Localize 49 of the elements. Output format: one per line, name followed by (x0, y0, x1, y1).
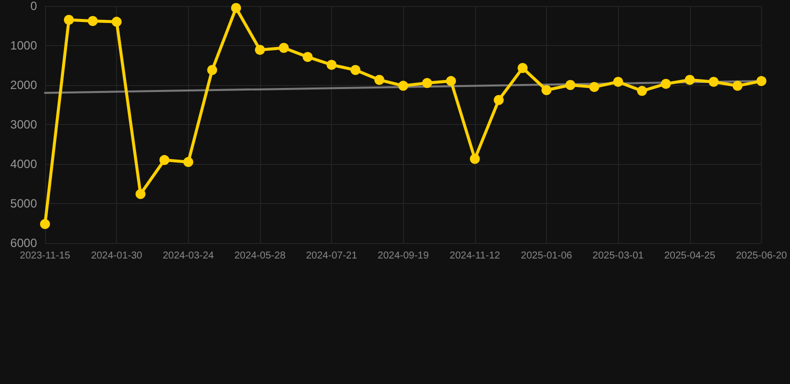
point (684, 74, 695, 85)
point (183, 157, 194, 168)
point (278, 42, 289, 53)
point (326, 60, 337, 70)
point (40, 219, 50, 230)
x-tick-label: 2024-07-21 (306, 250, 358, 262)
point (613, 76, 624, 87)
point (231, 2, 242, 13)
point (470, 154, 480, 164)
point (660, 78, 671, 89)
x-tick-label: 2025-06-20 (736, 250, 788, 262)
point (374, 74, 384, 85)
x-tick-label: 2025-01-06 (520, 250, 573, 262)
y-tick-label: 6000 (10, 236, 38, 250)
point (207, 64, 218, 75)
x-tick-label: 2024-05-28 (234, 250, 286, 262)
point (565, 80, 576, 90)
x-tick-label: 2024-09-19 (378, 250, 430, 262)
y-tick-label: 4000 (10, 157, 38, 171)
point (518, 63, 528, 74)
point (494, 95, 504, 106)
x-tick-label: 2024-11-12 (450, 250, 500, 262)
point (446, 76, 456, 86)
point (159, 155, 170, 166)
point (542, 85, 552, 96)
point (589, 82, 600, 92)
point (422, 78, 432, 88)
point (398, 80, 408, 91)
point (708, 76, 719, 87)
point (112, 16, 122, 27)
x-tick-label: 2024-01-30 (91, 250, 143, 262)
x-tick-label: 2025-03-01 (592, 250, 644, 262)
y-tick-label: 5000 (10, 196, 38, 210)
y-tick-label: 2000 (10, 78, 38, 92)
point (637, 86, 648, 96)
point (64, 14, 74, 25)
point (302, 52, 313, 62)
point (756, 76, 766, 86)
point (732, 80, 743, 91)
y-tick-label: 1000 (10, 38, 38, 52)
point (88, 16, 98, 26)
y-tick-label: 3000 (10, 118, 38, 132)
point (254, 44, 265, 55)
x-tick-label: 2024-03-24 (162, 250, 214, 262)
y-tick-label: 0 (30, 0, 38, 13)
point (350, 64, 360, 75)
point (136, 189, 146, 200)
x-tick-label: 2023-11-15 (20, 250, 71, 262)
x-tick-label: 2025-04-25 (664, 250, 716, 262)
